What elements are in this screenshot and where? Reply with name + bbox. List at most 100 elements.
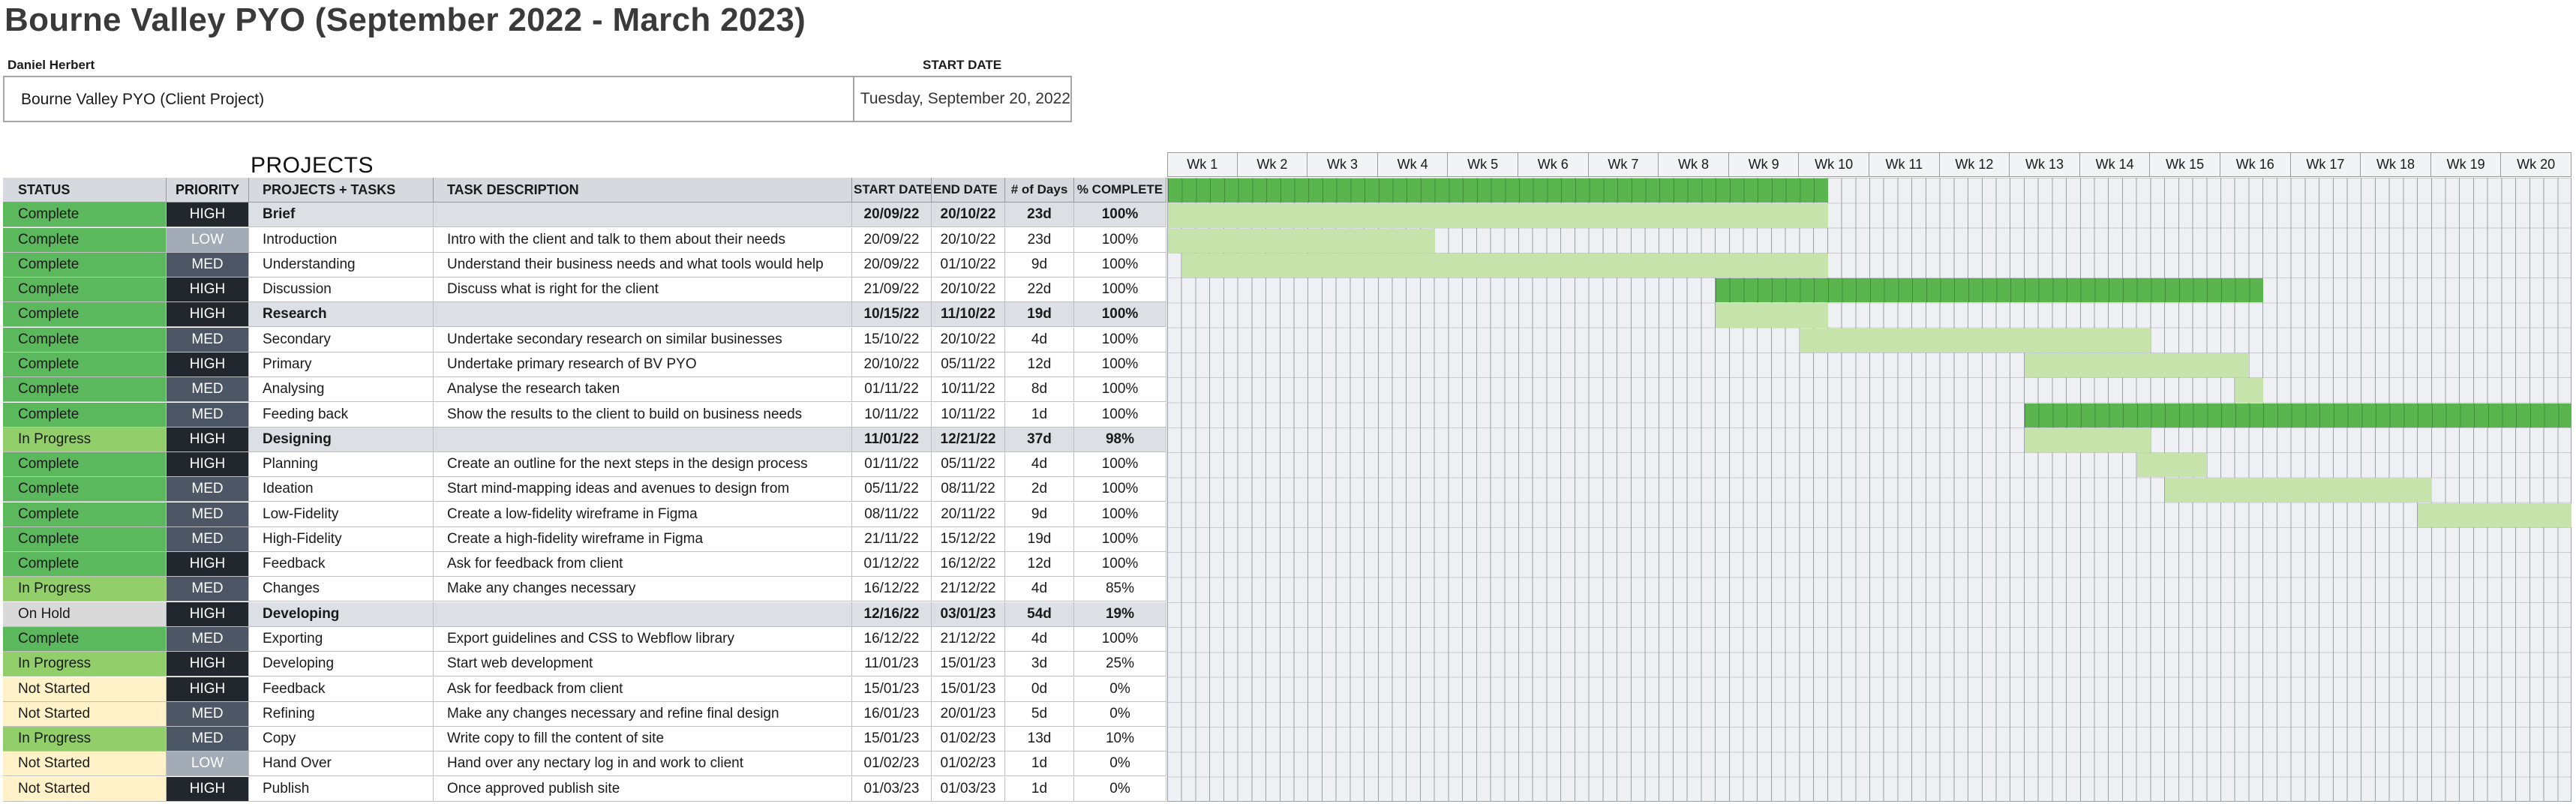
task-name-cell[interactable]: Ideation [249, 477, 434, 502]
status-cell[interactable]: Not Started [3, 676, 167, 702]
task-name-cell[interactable]: Hand Over [249, 752, 434, 777]
start-date-cell[interactable]: 01/12/22 [852, 552, 932, 578]
priority-cell[interactable]: HIGH [167, 352, 249, 377]
phase-row[interactable]: Complete HIGH Research 10/15/22 11/10/22 19d 1… [3, 302, 1166, 328]
task-description-cell[interactable]: Create an outline for the next steps in … [434, 452, 852, 478]
status-cell[interactable]: Complete [3, 252, 167, 278]
days-cell[interactable]: 12d [1005, 552, 1074, 578]
table-row[interactable]: Not Started MED Refining Make any changes n… [3, 701, 1166, 727]
priority-cell[interactable]: MED [167, 727, 249, 752]
task-description-cell[interactable]: Make any changes necessary [434, 577, 852, 602]
table-row[interactable]: Complete HIGH Feedback Ask for feedback fro… [3, 552, 1166, 578]
phase-row[interactable]: In Progress HIGH Designing 11/01/22 12/21/22… [3, 427, 1166, 452]
days-cell[interactable]: 12d [1005, 352, 1074, 377]
gantt-phase-bar[interactable] [1168, 178, 1828, 203]
end-date-cell[interactable]: 16/12/22 [932, 552, 1005, 578]
start-date-field[interactable]: Tuesday, September 20, 2022 [853, 77, 1072, 121]
status-cell[interactable]: In Progress [3, 427, 167, 452]
table-row[interactable]: Complete MED Feeding back Show the results … [3, 402, 1166, 428]
status-cell[interactable]: Complete [3, 327, 167, 352]
task-description-cell[interactable]: Ask for feedback from client [434, 676, 852, 702]
start-date-cell[interactable]: 16/12/22 [852, 577, 932, 602]
days-cell[interactable]: 4d [1005, 627, 1074, 652]
status-cell[interactable]: Not Started [3, 776, 167, 802]
status-cell[interactable]: Complete [3, 278, 167, 303]
status-cell[interactable]: Complete [3, 227, 167, 253]
task-name-cell[interactable]: Low-Fidelity [249, 502, 434, 527]
status-cell[interactable]: Complete [3, 302, 167, 328]
start-date-cell[interactable]: 10/15/22 [852, 302, 932, 328]
task-name-cell[interactable]: Feedback [249, 552, 434, 578]
status-cell[interactable]: Not Started [3, 701, 167, 727]
table-row[interactable]: Complete HIGH Planning Create an outline fo… [3, 452, 1166, 478]
percent-complete-cell[interactable]: 100% [1074, 278, 1166, 303]
end-date-cell[interactable]: 08/11/22 [932, 477, 1005, 502]
status-cell[interactable]: Complete [3, 477, 167, 502]
priority-cell[interactable]: MED [167, 377, 249, 403]
end-date-cell[interactable]: 01/02/23 [932, 727, 1005, 752]
percent-complete-cell[interactable]: 0% [1074, 701, 1166, 727]
percent-complete-cell[interactable]: 0% [1074, 752, 1166, 777]
percent-complete-cell[interactable]: 10% [1074, 727, 1166, 752]
end-date-cell[interactable]: 01/10/22 [932, 252, 1005, 278]
percent-complete-cell[interactable]: 100% [1074, 302, 1166, 328]
task-description-cell[interactable] [434, 302, 852, 328]
status-cell[interactable]: In Progress [3, 652, 167, 677]
percent-complete-cell[interactable]: 100% [1074, 526, 1166, 552]
start-date-cell[interactable]: 16/01/23 [852, 701, 932, 727]
table-row[interactable]: Complete MED Analysing Analyse the research… [3, 377, 1166, 403]
priority-cell[interactable]: HIGH [167, 552, 249, 578]
task-description-cell[interactable]: Start mind-mapping ideas and avenues to … [434, 477, 852, 502]
days-cell[interactable]: 2d [1005, 477, 1074, 502]
days-cell[interactable]: 19d [1005, 302, 1074, 328]
col-header-status[interactable]: STATUS [3, 178, 167, 202]
task-name-cell[interactable]: Understanding [249, 252, 434, 278]
priority-cell[interactable]: MED [167, 477, 249, 502]
priority-cell[interactable]: HIGH [167, 202, 249, 228]
status-cell[interactable]: Not Started [3, 752, 167, 777]
task-name-cell[interactable]: Developing [249, 602, 434, 627]
table-row[interactable]: Complete MED Exporting Export guidelines an… [3, 627, 1166, 652]
priority-cell[interactable]: HIGH [167, 302, 249, 328]
start-date-cell[interactable]: 20/09/22 [852, 252, 932, 278]
end-date-cell[interactable]: 01/03/23 [932, 776, 1005, 802]
phase-row[interactable]: On Hold HIGH Developing 12/16/22 03/01/23 54d… [3, 602, 1166, 627]
start-date-cell[interactable]: 01/11/22 [852, 452, 932, 478]
days-cell[interactable]: 37d [1005, 427, 1074, 452]
col-header-description[interactable]: TASK DESCRIPTION [434, 178, 852, 202]
end-date-cell[interactable]: 20/01/23 [932, 701, 1005, 727]
gantt-task-bar[interactable] [1181, 253, 1828, 278]
start-date-cell[interactable]: 11/01/22 [852, 427, 932, 452]
end-date-cell[interactable]: 03/01/23 [932, 602, 1005, 627]
priority-cell[interactable]: HIGH [167, 776, 249, 802]
status-cell[interactable]: In Progress [3, 577, 167, 602]
task-description-cell[interactable]: Hand over any nectary log in and work to… [434, 752, 852, 777]
phase-row[interactable]: Complete HIGH Brief 20/09/22 20/10/22 23d 100% [3, 202, 1166, 228]
days-cell[interactable]: 22d [1005, 278, 1074, 303]
task-name-cell[interactable]: Planning [249, 452, 434, 478]
priority-cell[interactable]: HIGH [167, 427, 249, 452]
gantt-task-bar[interactable] [2165, 478, 2432, 502]
status-cell[interactable]: Complete [3, 552, 167, 578]
task-name-cell[interactable]: Primary [249, 352, 434, 377]
start-date-cell[interactable]: 10/11/22 [852, 402, 932, 428]
start-date-cell[interactable]: 12/16/22 [852, 602, 932, 627]
status-cell[interactable]: Complete [3, 202, 167, 228]
percent-complete-cell[interactable]: 25% [1074, 652, 1166, 677]
status-cell[interactable]: Complete [3, 377, 167, 403]
task-description-cell[interactable]: Undertake secondary research on similar … [434, 327, 852, 352]
table-row[interactable]: Complete MED Secondary Undertake secondary … [3, 327, 1166, 352]
end-date-cell[interactable]: 21/12/22 [932, 627, 1005, 652]
status-cell[interactable]: Complete [3, 402, 167, 428]
task-description-cell[interactable]: Intro with the client and talk to them a… [434, 227, 852, 253]
priority-cell[interactable]: HIGH [167, 602, 249, 627]
task-name-cell[interactable]: Changes [249, 577, 434, 602]
table-row[interactable]: Not Started LOW Hand Over Hand over any nec… [3, 752, 1166, 777]
task-name-cell[interactable]: Exporting [249, 627, 434, 652]
days-cell[interactable]: 1d [1005, 776, 1074, 802]
gantt-task-bar[interactable] [2418, 502, 2571, 527]
percent-complete-cell[interactable]: 100% [1074, 327, 1166, 352]
status-cell[interactable]: On Hold [3, 602, 167, 627]
percent-complete-cell[interactable]: 100% [1074, 552, 1166, 578]
end-date-cell[interactable]: 05/11/22 [932, 352, 1005, 377]
